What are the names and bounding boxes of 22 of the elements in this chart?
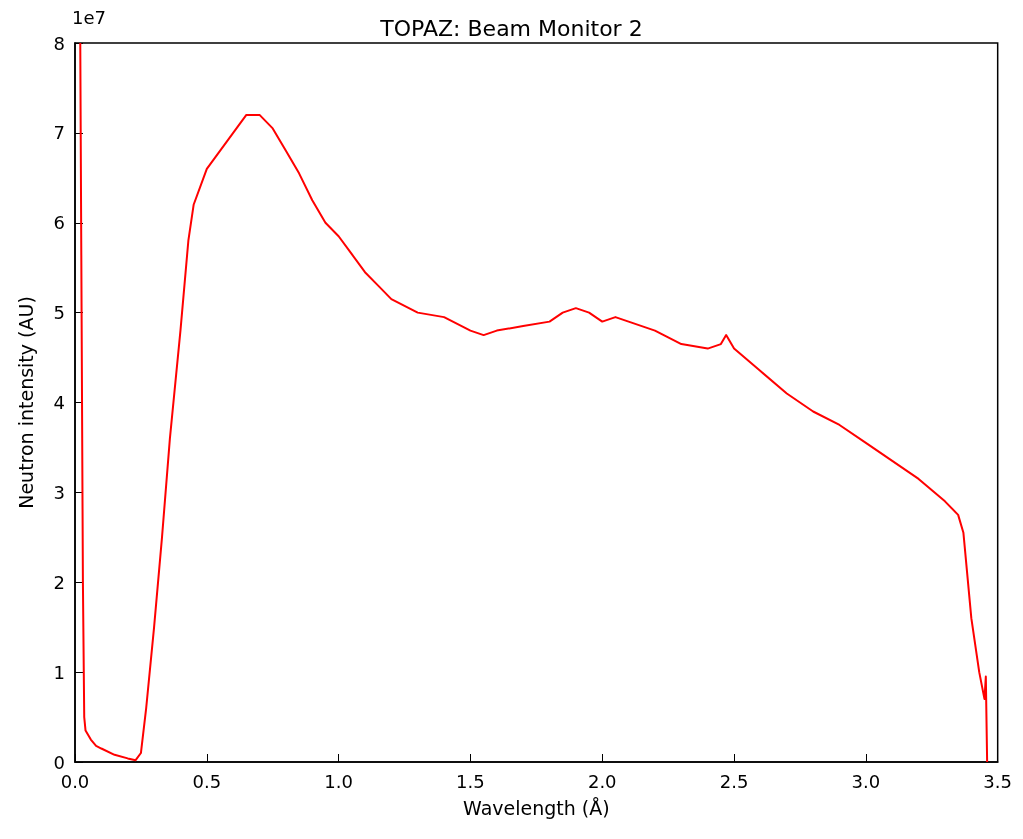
y-tick-label: 7 — [53, 122, 65, 144]
line-series — [79, 42, 989, 763]
x-tick-label: 3.5 — [983, 770, 1013, 792]
y-tick-label: 6 — [53, 212, 65, 234]
x-tick-label: 2.0 — [587, 770, 617, 792]
y-tick-label: 0 — [53, 751, 65, 773]
y-axis-title: Neutron intensity (AU) — [14, 296, 37, 509]
y-tick-label: 4 — [53, 392, 65, 413]
x-tick-label: 1.5 — [456, 770, 485, 792]
y-tick-label: 5 — [53, 302, 65, 324]
text: 1e7 — [72, 6, 106, 28]
x-tick-label: 1.0 — [324, 770, 353, 792]
x-tick-label: 2.5 — [719, 770, 749, 792]
x-axis-title: Wavelength (Å) — [463, 796, 610, 819]
x-tick-label: 0.0 — [60, 770, 90, 792]
y-tick-label: 2 — [53, 571, 65, 593]
y-tick-label: 3 — [53, 481, 65, 503]
x-tick-label: 0.5 — [192, 770, 222, 792]
chart-title: TOPAZ: Beam Monitor 2 — [379, 15, 643, 41]
x-tick-label: 3.0 — [851, 770, 881, 792]
y-tick-label: 1 — [53, 661, 65, 683]
y-tick-label: 8 — [53, 32, 65, 54]
